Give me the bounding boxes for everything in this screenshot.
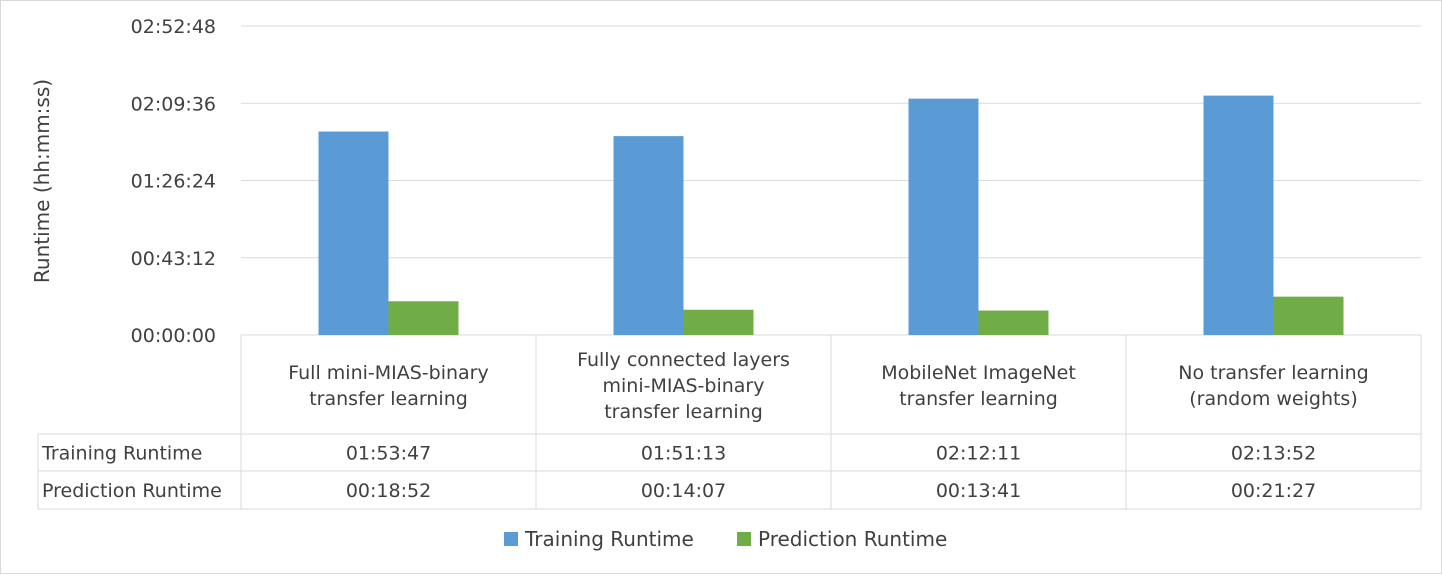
category-label: transfer learning (899, 388, 1058, 410)
category-label: Fully connected layers (577, 349, 790, 371)
category-label: No transfer learning (1178, 362, 1368, 384)
table-value: 02:12:11 (936, 443, 1021, 465)
y-tick-label: 00:00:00 (131, 325, 216, 347)
y-tick-label: 02:52:48 (131, 16, 216, 38)
category-label: transfer learning (309, 388, 468, 410)
category-label: transfer learning (604, 401, 763, 423)
table-value: 00:21:27 (1231, 480, 1316, 502)
y-tick-label: 01:26:24 (131, 171, 216, 193)
y-tick-label: 00:43:12 (131, 248, 216, 270)
table-series-name: Training Runtime (41, 443, 202, 465)
legend-swatch (504, 532, 518, 546)
bar-prediction-runtime (388, 301, 459, 335)
y-tick-label: 02:09:36 (131, 93, 216, 115)
category-label: mini-MIAS-binary (603, 375, 765, 397)
table-value: 01:53:47 (346, 443, 431, 465)
table-value: 00:14:07 (641, 480, 726, 502)
y-axis-title: Runtime (hh:mm:ss) (30, 79, 54, 283)
bar-training-runtime (613, 136, 684, 335)
bar-training-runtime (318, 131, 389, 335)
category-label: Full mini-MIAS-binary (288, 362, 488, 384)
bar-training-runtime (1203, 95, 1274, 336)
category-label: (random weights) (1189, 388, 1358, 410)
table-value: 00:18:52 (346, 480, 431, 502)
table-value: 02:13:52 (1231, 443, 1316, 465)
bar-prediction-runtime (1273, 296, 1344, 335)
legend-swatch (737, 532, 751, 546)
table-value: 00:13:41 (936, 480, 1021, 502)
bar-prediction-runtime (978, 310, 1049, 335)
bar-training-runtime (908, 98, 979, 336)
bar-prediction-runtime (683, 309, 754, 335)
legend-label: Training Runtime (524, 527, 694, 551)
legend-label: Prediction Runtime (758, 527, 947, 551)
table-value: 01:51:13 (641, 443, 726, 465)
table-series-name: Prediction Runtime (42, 480, 222, 502)
category-label: MobileNet ImageNet (881, 362, 1076, 384)
